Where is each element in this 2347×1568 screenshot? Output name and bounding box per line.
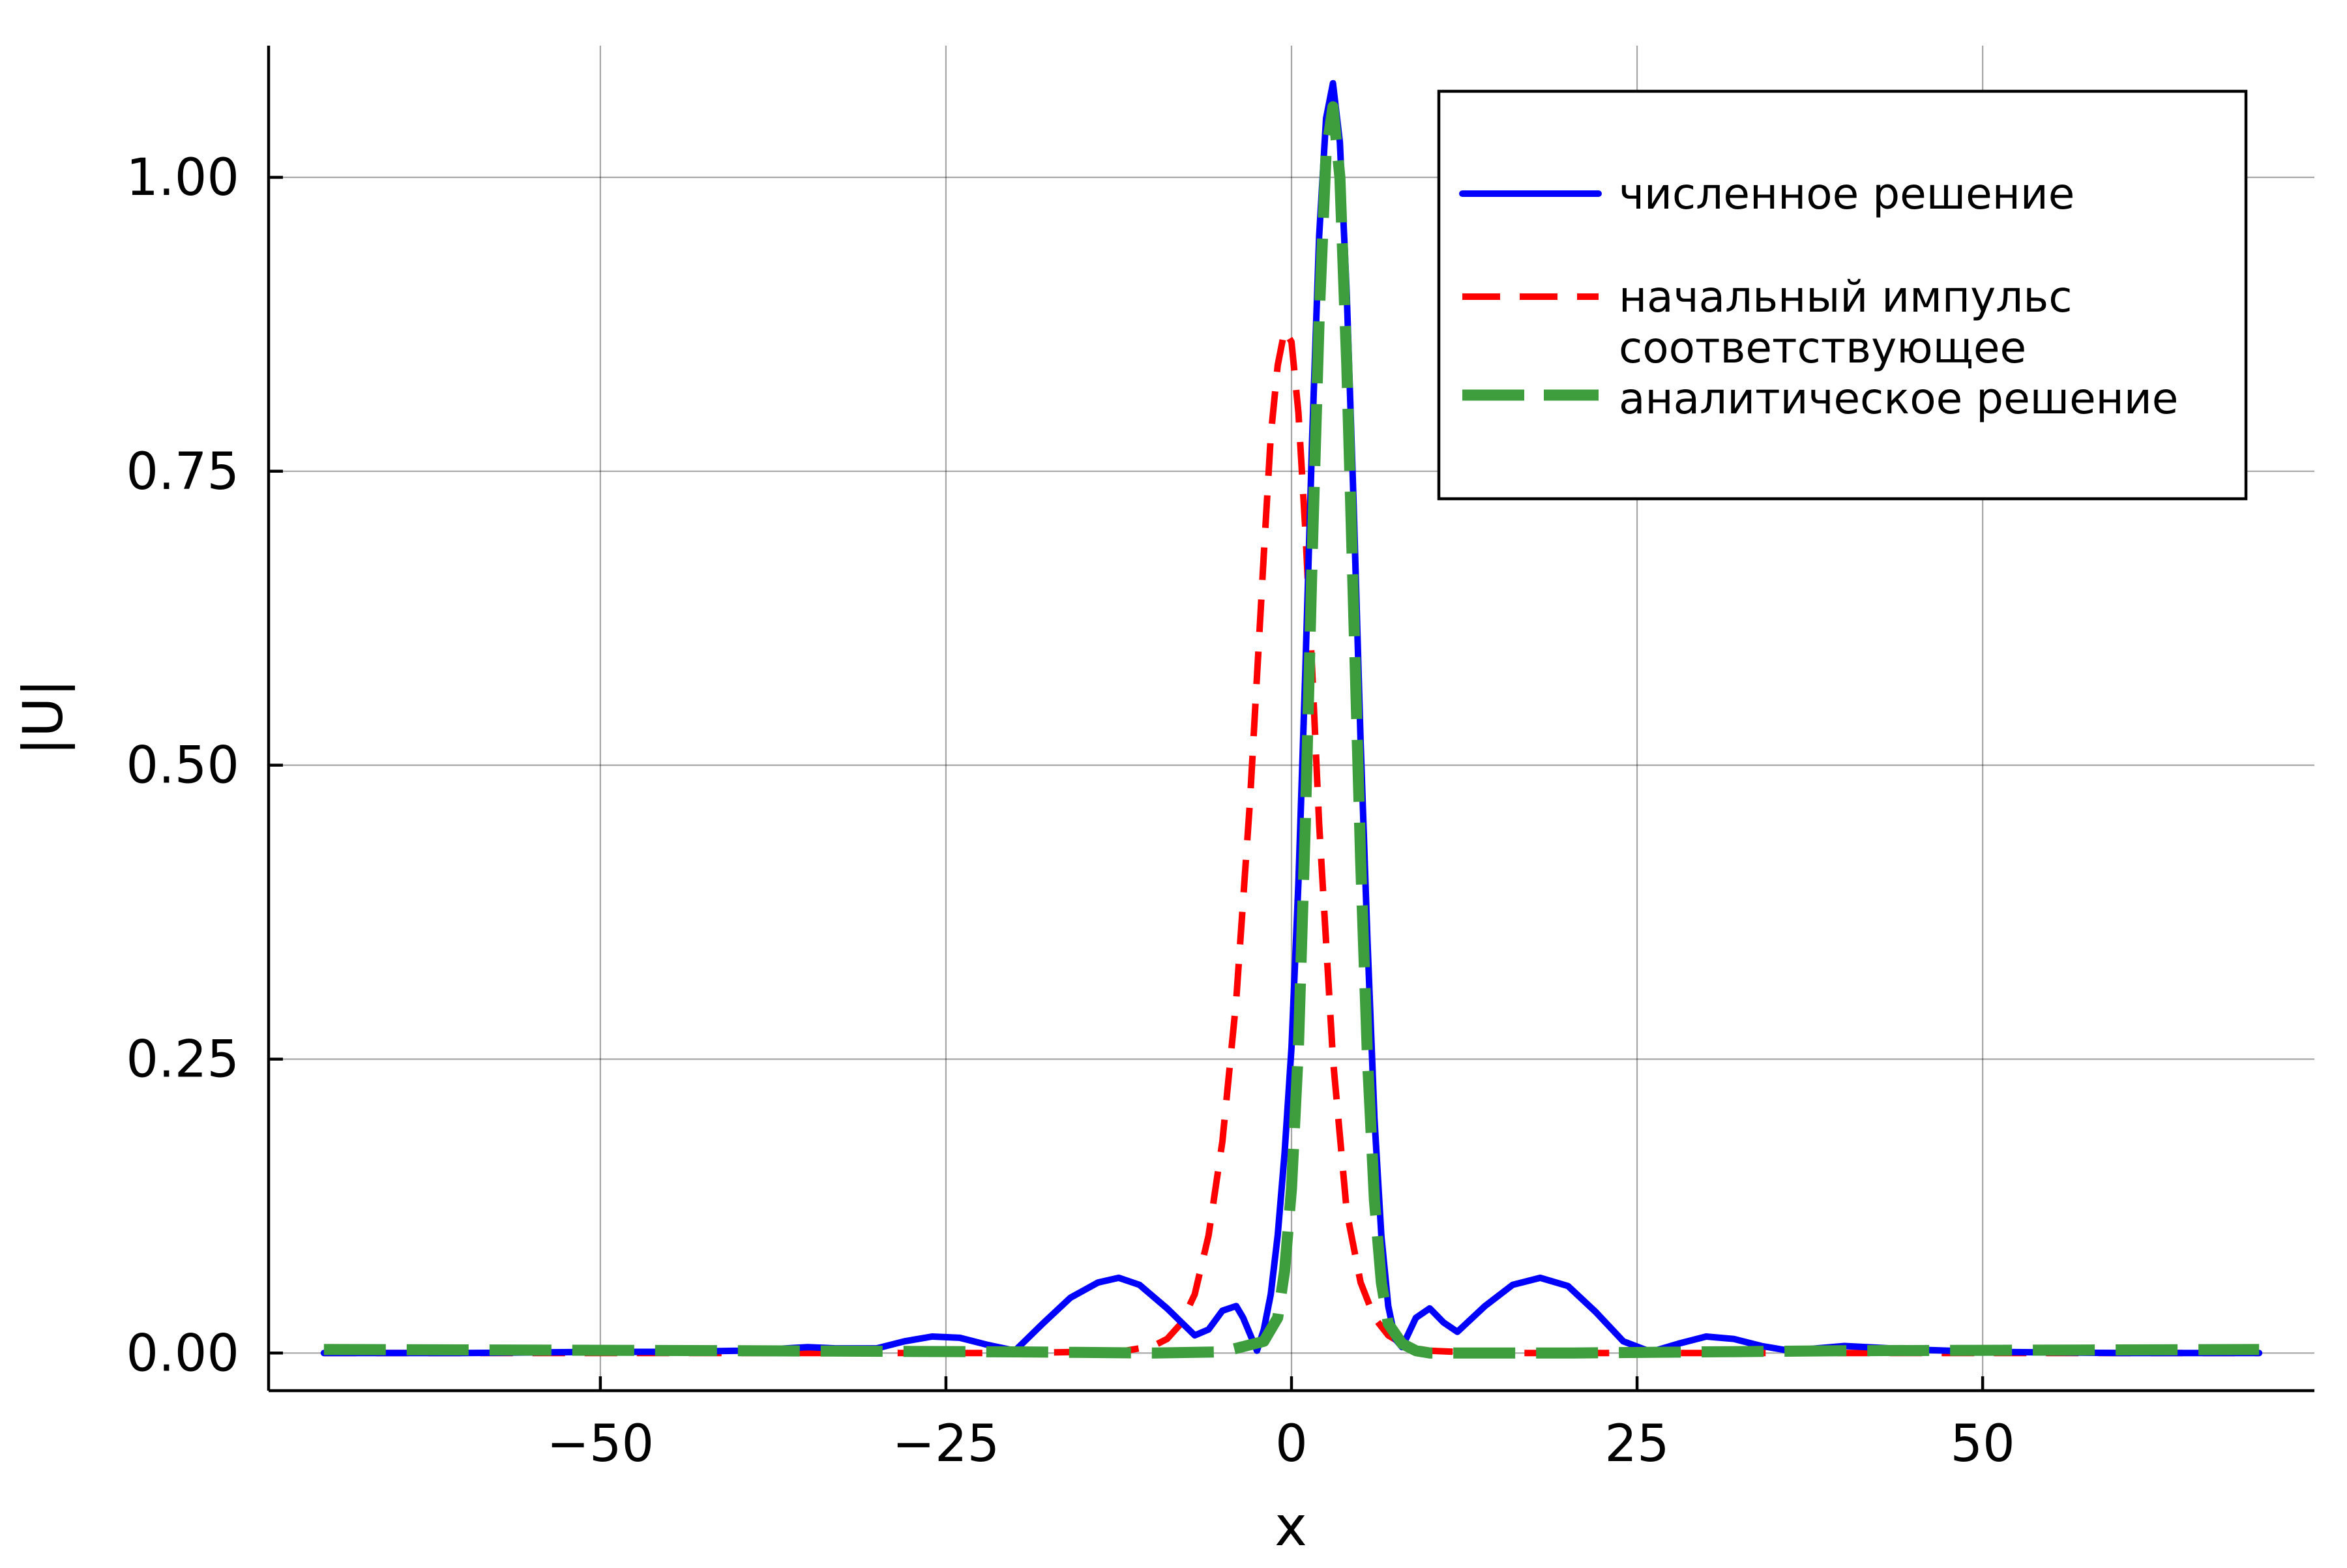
y-tick-label: 0.75: [126, 443, 239, 501]
x-tick-label: 25: [1604, 1415, 1669, 1473]
axis-layer: −50 −25 0 25 50 0.00 0.25 0.50 0.75 1.00: [126, 46, 2314, 1473]
legend-label-2-line-0: соответствующее: [1619, 323, 2026, 373]
series-layer: [320, 80, 2263, 1359]
x-tick-label: 50: [1951, 1415, 2015, 1473]
x-axis-label: x: [1275, 1494, 1307, 1558]
legend-label-0: численное решение: [1619, 169, 2074, 219]
y-tick-label: 0.00: [126, 1324, 239, 1383]
y-tick-label: 0.25: [126, 1030, 239, 1089]
x-tick-label: −50: [547, 1415, 655, 1473]
legend: численное решение начальный импульссоотве…: [1437, 89, 2248, 501]
legend-box: [1437, 89, 2248, 501]
y-axis-label: |U|: [11, 679, 75, 756]
x-tick-label: 0: [1275, 1415, 1308, 1473]
y-tick-label: 1.00: [126, 149, 239, 207]
legend-label-2-line-1: аналитическое решение: [1619, 374, 2178, 424]
legend-label-1: начальный импульс: [1619, 272, 2073, 322]
series-line-2: [323, 101, 2260, 1359]
y-tick-label: 0.50: [126, 737, 239, 795]
x-tick-label: −25: [893, 1415, 1000, 1473]
